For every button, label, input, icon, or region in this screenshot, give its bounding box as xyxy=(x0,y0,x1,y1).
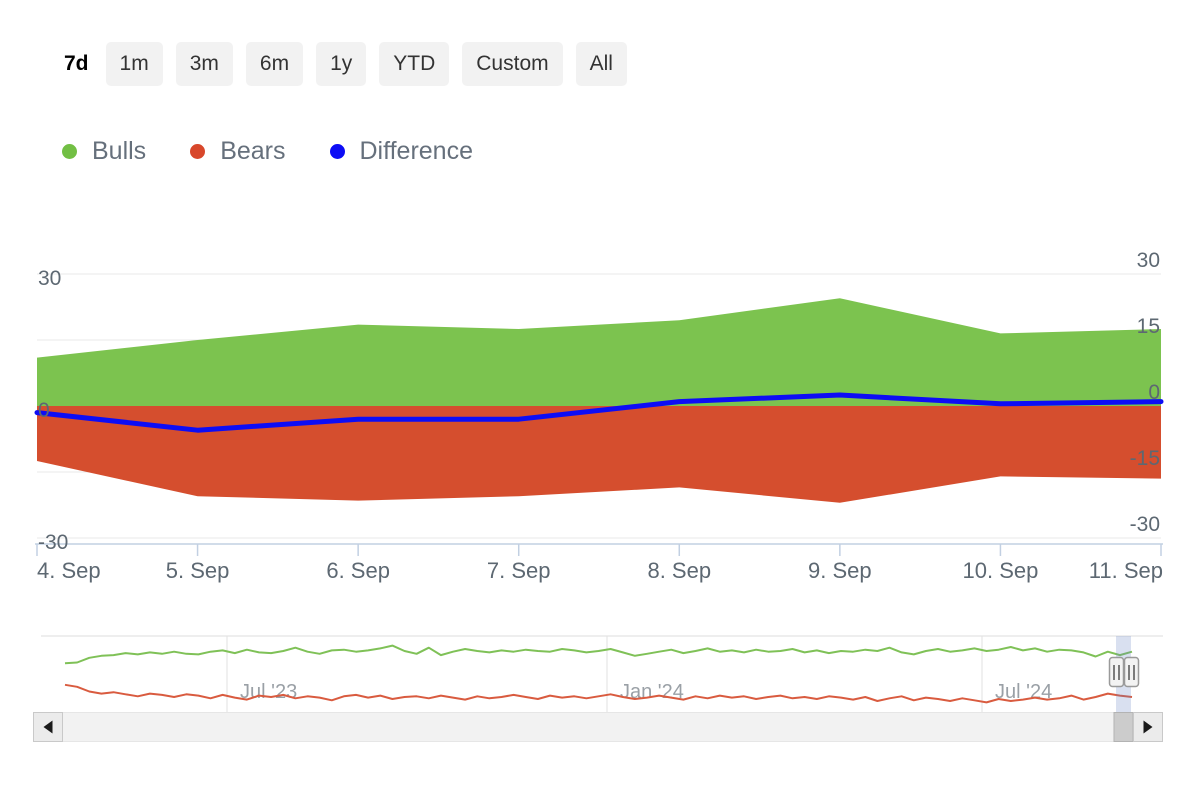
y-axis-label-right: 15 xyxy=(1137,315,1160,338)
x-axis-label: 11. Sep xyxy=(1089,558,1163,583)
bears-marker-icon xyxy=(190,144,206,159)
y-axis-label-right: 30 xyxy=(1137,249,1160,272)
range-button-1y[interactable]: 1y xyxy=(316,42,367,86)
legend-item-bulls[interactable]: Bulls xyxy=(62,137,146,166)
x-axis-label: 4. Sep xyxy=(37,558,101,583)
bulls-area xyxy=(37,298,1161,406)
bulls-marker-icon xyxy=(62,144,77,159)
legend-label: Difference xyxy=(359,137,474,165)
bears-area xyxy=(37,406,1161,503)
x-axis-label: 6. Sep xyxy=(326,558,390,583)
navigator-bulls-line xyxy=(64,644,1133,665)
left-arrow-icon xyxy=(43,720,53,734)
range-button-7d[interactable]: 7d xyxy=(60,42,93,86)
navigator-left-handle[interactable] xyxy=(1108,656,1125,688)
right-arrow-icon xyxy=(1143,720,1153,734)
chart-legend: Bulls Bears Difference xyxy=(62,137,473,166)
legend-item-difference[interactable]: Difference xyxy=(329,137,474,166)
y-axis-label-right: -30 xyxy=(1130,513,1160,536)
scrollbar-thumb[interactable] xyxy=(1113,712,1134,742)
y-axis-label-left: 0 xyxy=(38,399,50,422)
y-axis-label-right: -15 xyxy=(1130,447,1160,470)
x-axis-label: 8. Sep xyxy=(647,558,711,583)
navigator-right-handle[interactable] xyxy=(1123,656,1140,688)
navigator-bears-line xyxy=(64,683,1133,704)
y-axis-label-left: 30 xyxy=(38,267,61,290)
range-button-all[interactable]: All xyxy=(575,42,627,86)
x-axis-label: 10. Sep xyxy=(963,558,1039,583)
range-button-custom[interactable]: Custom xyxy=(462,42,563,86)
legend-label: Bulls xyxy=(92,137,147,165)
range-selector: 7d 1m 3m 6m 1y YTD Custom All xyxy=(60,42,627,86)
range-button-6m[interactable]: 6m xyxy=(245,42,304,86)
scrollbar-track[interactable] xyxy=(33,712,1163,742)
x-axis-label: 7. Sep xyxy=(487,558,551,583)
x-axis-label: 9. Sep xyxy=(808,558,872,583)
y-axis-label-left: -30 xyxy=(38,531,68,554)
range-button-ytd[interactable]: YTD xyxy=(379,42,450,86)
difference-line xyxy=(34,392,1164,433)
legend-item-bears[interactable]: Bears xyxy=(190,137,286,166)
difference-marker-icon xyxy=(329,144,345,159)
x-axis-label: 5. Sep xyxy=(166,558,230,583)
legend-label: Bears xyxy=(220,137,286,165)
navigator-axis-label: Jan '24 xyxy=(620,681,684,703)
range-button-1m[interactable]: 1m xyxy=(105,42,163,86)
y-axis-label-right: 0 xyxy=(1148,381,1160,404)
range-button-3m[interactable]: 3m xyxy=(175,42,233,86)
